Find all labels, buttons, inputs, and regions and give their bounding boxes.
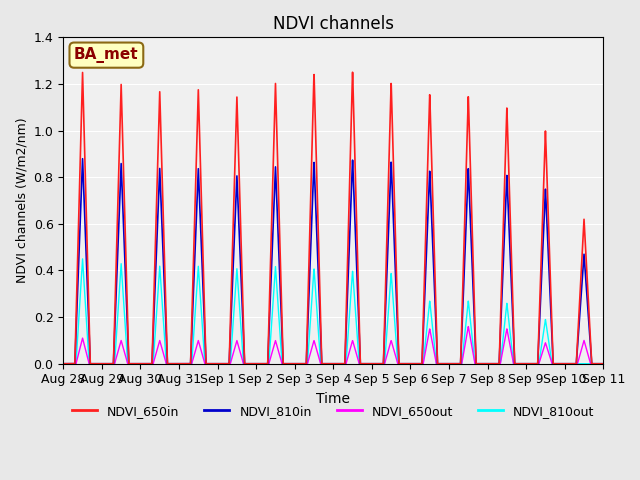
Text: BA_met: BA_met — [74, 47, 139, 63]
Legend: NDVI_650in, NDVI_810in, NDVI_650out, NDVI_810out: NDVI_650in, NDVI_810in, NDVI_650out, NDV… — [67, 400, 600, 423]
X-axis label: Time: Time — [316, 392, 350, 406]
Title: NDVI channels: NDVI channels — [273, 15, 394, 33]
Y-axis label: NDVI channels (W/m2/nm): NDVI channels (W/m2/nm) — [15, 118, 28, 283]
